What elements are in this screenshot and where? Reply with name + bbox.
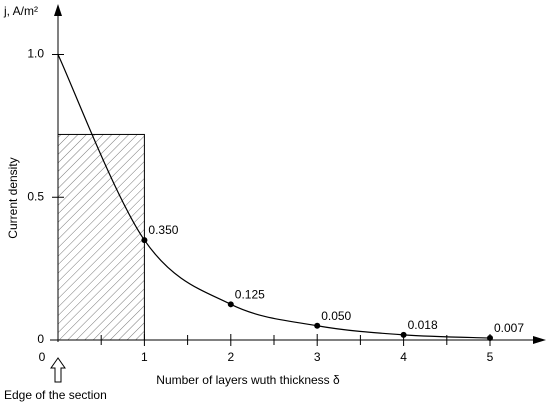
x-tick-label: 4 [400, 350, 407, 364]
x-tick-label: 3 [314, 350, 321, 364]
x-tick-label: 1 [141, 350, 148, 364]
x-tick-label: 5 [487, 350, 494, 364]
point [141, 237, 148, 244]
value-label: 0.050 [321, 309, 351, 323]
value-label: 0.125 [235, 287, 265, 301]
value-label: 0.007 [494, 321, 524, 335]
point [487, 335, 493, 342]
point [314, 322, 321, 329]
y-tick-label: 1.0 [27, 47, 44, 61]
point [400, 331, 407, 338]
value-label: 0.018 [408, 318, 438, 332]
x-arrow [533, 336, 546, 344]
x-tick-label: 2 [227, 350, 234, 364]
point [227, 301, 234, 308]
y-axis-label: j, A/m² [3, 4, 38, 18]
edge-arrow [50, 357, 66, 383]
hatched-area [57, 133, 145, 341]
y-tick-label: 0.5 [27, 189, 44, 203]
y-arrow [54, 4, 62, 16]
annotation: Edge of the section [4, 388, 107, 402]
y-tick-label: 0 [37, 332, 44, 346]
x-title: Number of layers wuth thickness δ [156, 373, 340, 387]
x-tick-label: 0 [39, 350, 46, 364]
y-title: Current density [6, 157, 20, 238]
value-label: 0.350 [148, 223, 178, 237]
